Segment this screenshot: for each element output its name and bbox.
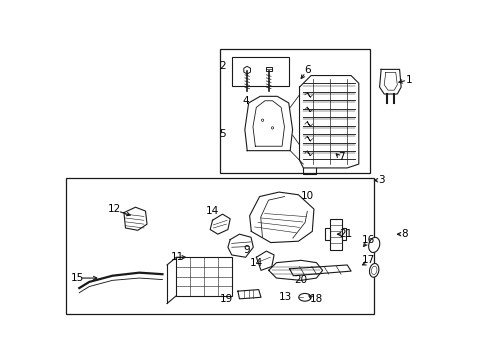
Text: 5: 5 <box>219 129 225 139</box>
Text: 7: 7 <box>337 152 344 162</box>
Text: 18: 18 <box>309 294 323 304</box>
Text: 11: 11 <box>171 252 184 262</box>
Text: 4: 4 <box>242 96 248 106</box>
Text: 13: 13 <box>279 292 292 302</box>
Text: 16: 16 <box>362 235 375 244</box>
Text: 19: 19 <box>219 294 232 304</box>
Text: 21: 21 <box>338 229 352 239</box>
Text: 12: 12 <box>108 204 121 214</box>
Ellipse shape <box>298 293 310 301</box>
Bar <box>329 219 341 249</box>
Text: 20: 20 <box>294 275 307 285</box>
Ellipse shape <box>368 237 379 252</box>
Ellipse shape <box>369 264 378 277</box>
Text: 14: 14 <box>205 206 219 216</box>
Bar <box>265 67 271 71</box>
Bar <box>324 228 329 240</box>
Text: 6: 6 <box>303 65 310 75</box>
Text: 9: 9 <box>244 244 250 255</box>
Bar <box>220 49 369 172</box>
Bar <box>176 257 231 296</box>
Text: 1: 1 <box>405 75 411 85</box>
Bar <box>66 178 373 314</box>
Text: 15: 15 <box>71 273 84 283</box>
Text: 17: 17 <box>362 255 375 265</box>
Bar <box>341 228 346 240</box>
Bar <box>231 57 289 86</box>
Text: 3: 3 <box>378 175 385 185</box>
Text: 2: 2 <box>219 61 225 71</box>
Text: 14: 14 <box>249 258 263 267</box>
Text: 10: 10 <box>300 191 313 201</box>
Text: 8: 8 <box>401 229 407 239</box>
